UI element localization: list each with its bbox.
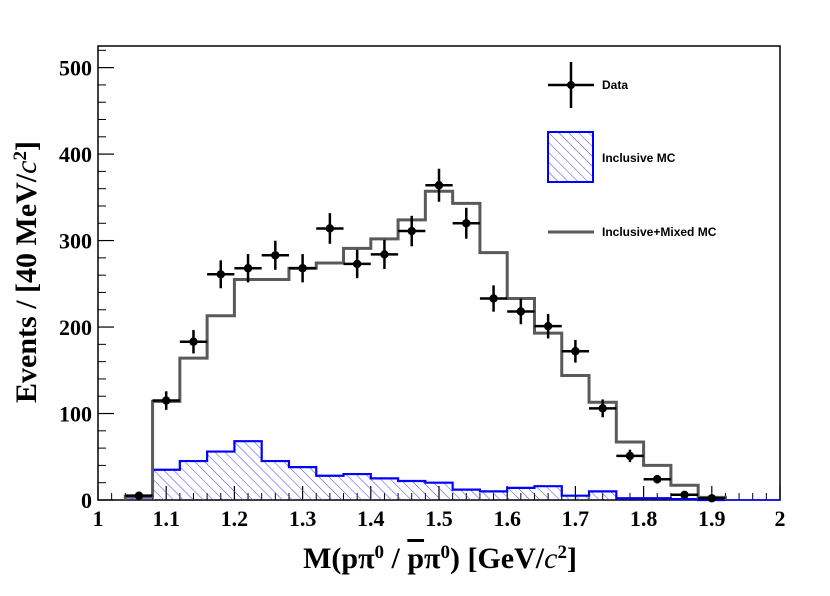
y-axis-title: Events / [40 MeV/c2] — [10, 141, 44, 403]
data-point-marker — [380, 250, 389, 259]
data-point-marker — [298, 264, 307, 273]
legend: Data Inclusive MC Inclusive+Mixed MC — [547, 62, 717, 239]
data-point-marker — [216, 270, 225, 279]
inclusive-mc-fill — [125, 441, 726, 500]
x-tick-label: 1.5 — [425, 506, 453, 531]
legend-label-inclusive-mixed-mc: Inclusive+Mixed MC — [602, 225, 717, 239]
x-tick-label: 1.7 — [562, 506, 590, 531]
y-tick-label: 500 — [59, 56, 92, 81]
data-point — [452, 207, 480, 239]
data-point — [152, 391, 180, 410]
data-point-marker — [625, 451, 635, 461]
data-point — [589, 399, 617, 418]
x-tick-label: 1.4 — [357, 506, 385, 531]
x-tick-label: 1.9 — [698, 506, 726, 531]
data-points-layer — [125, 168, 726, 503]
data-point-marker — [189, 337, 198, 346]
data-point-marker — [571, 347, 580, 356]
legend-data-marker — [567, 81, 575, 89]
data-point — [670, 490, 699, 500]
y-tick-label: 200 — [59, 315, 92, 340]
data-point — [179, 330, 208, 354]
legend-label-data: Data — [602, 78, 628, 92]
data-point-marker — [162, 396, 171, 405]
axes: 1 1.1 1.2 1.3 1.4 1.5 1.6 1.7 1.8 1.9 2 0 100 200 300 4… — [59, 49, 786, 531]
data-point-marker — [543, 321, 553, 331]
data-point-marker — [516, 307, 526, 316]
legend-item-inclusive-mixed-mc: Inclusive+Mixed MC — [548, 225, 717, 239]
inclusive-mc-layer — [124, 440, 780, 502]
data-point-marker — [707, 494, 716, 503]
inclusive-mixed-mc-layer — [123, 189, 727, 500]
legend-inclusive-mc-swatch — [547, 131, 594, 183]
data-point-marker — [598, 404, 607, 413]
data-point — [234, 254, 262, 283]
data-point-marker — [134, 491, 144, 500]
data-point-marker — [352, 259, 362, 269]
data-point — [343, 249, 371, 279]
data-point — [425, 168, 453, 202]
data-point — [616, 449, 644, 463]
data-point — [479, 285, 508, 312]
data-point — [698, 494, 726, 503]
data-point — [288, 254, 317, 283]
data-point — [398, 215, 426, 247]
x-tick-label: 1 — [93, 506, 104, 531]
plot-frame — [97, 45, 781, 501]
y-tick-label: 100 — [59, 402, 92, 427]
x-tick-label: 2 — [775, 506, 786, 531]
legend-label-inclusive-mc: Inclusive MC — [602, 151, 676, 165]
data-point — [207, 260, 235, 289]
data-point-marker — [462, 219, 471, 228]
data-point-marker — [680, 490, 689, 500]
data-point-marker — [271, 251, 280, 260]
data-point-marker — [407, 226, 416, 236]
data-point-marker — [325, 224, 335, 233]
data-point-marker — [653, 475, 662, 484]
data-point — [561, 339, 590, 363]
y-tick-label: 300 — [59, 229, 92, 254]
x-tick-label: 1.2 — [221, 506, 249, 531]
x-axis-title: M(pπ0 / pπ0) [GeV/c2] — [303, 542, 577, 576]
data-point-marker — [434, 181, 444, 190]
legend-item-data: Data — [548, 62, 628, 108]
data-point-marker — [489, 294, 498, 303]
data-point — [370, 239, 399, 269]
y-tick-label: 0 — [81, 488, 92, 513]
data-point — [125, 491, 153, 500]
data-point — [507, 298, 535, 325]
inclusive-mc-outline — [124, 440, 726, 502]
data-point — [534, 313, 562, 339]
x-tick-label: 1.3 — [289, 506, 317, 531]
x-tick-label: 1.6 — [493, 506, 521, 531]
x-tick-label: 1.1 — [152, 506, 180, 531]
y-tick-label: 400 — [59, 142, 92, 167]
data-point — [643, 475, 671, 484]
data-point-marker — [243, 264, 253, 273]
inclusive-mixed-mc-line — [123, 189, 727, 500]
legend-item-inclusive-mc: Inclusive MC — [547, 131, 676, 183]
data-point — [261, 240, 289, 270]
data-point — [316, 213, 344, 244]
x-tick-label: 1.8 — [630, 506, 658, 531]
